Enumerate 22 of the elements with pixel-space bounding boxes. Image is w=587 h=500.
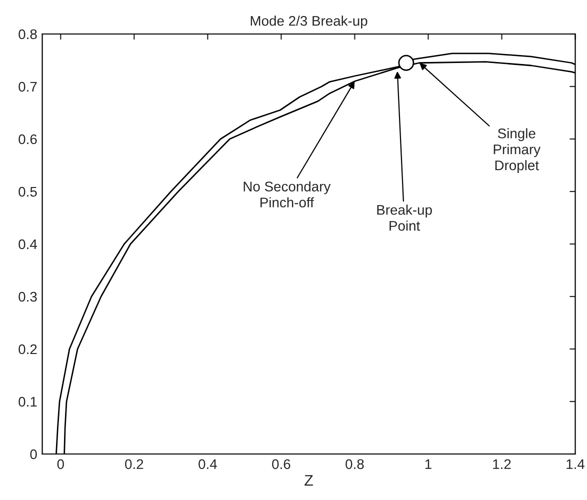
- x-tick-label: 1: [425, 459, 432, 469]
- x-tick-label: 0.2: [125, 459, 144, 470]
- x-tick-label: 1.4: [566, 459, 585, 469]
- y-tick-label: 0.6: [18, 134, 37, 144]
- y-tick-label: 0.7: [18, 82, 37, 92]
- y-tick-label: 0.5: [18, 186, 37, 197]
- annotation: Break-up Point: [377, 204, 432, 231]
- y-tick-label: 0.1: [18, 396, 37, 407]
- x-tick-label: 0: [57, 459, 64, 470]
- y-tick-label: 0.8: [18, 29, 37, 40]
- x-tick-label: 0.8: [346, 459, 364, 470]
- chart-title: Mode 2/3 Break-up: [250, 16, 368, 29]
- x-axis-title: Z: [304, 475, 313, 486]
- y-tick-label: 0.3: [18, 292, 37, 302]
- annotation: Single Primary Droplet: [494, 128, 541, 174]
- x-tick-label: 0.6: [272, 459, 290, 470]
- x-tick-label: 0.4: [198, 459, 217, 470]
- y-tick-label: 0.2: [18, 344, 37, 354]
- y-tick-label: 0.4: [18, 239, 37, 250]
- x-tick-label: 1.2: [493, 459, 511, 469]
- annotation: No Secondary Pinch-off: [244, 181, 331, 208]
- y-tick-label: 0: [30, 449, 37, 460]
